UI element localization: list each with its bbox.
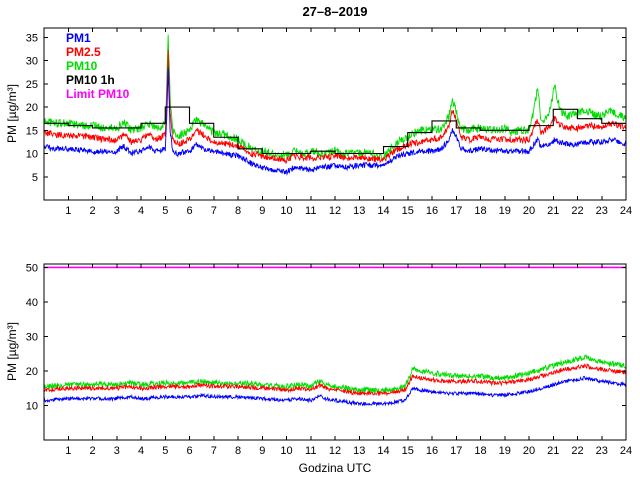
svg-text:3: 3 [114,445,120,457]
svg-text:9: 9 [259,205,265,217]
svg-text:4: 4 [138,445,144,457]
svg-text:30: 30 [26,331,38,343]
svg-text:15: 15 [402,205,414,217]
svg-text:35: 35 [26,32,38,44]
bottom-plot-ylabel: PM [µg/m³] [5,322,19,382]
svg-text:20: 20 [523,205,535,217]
svg-text:40: 40 [26,297,38,309]
legend-item-pm10: PM10 [66,59,98,73]
svg-text:22: 22 [571,445,583,457]
svg-text:17: 17 [450,445,462,457]
svg-text:30: 30 [26,56,38,68]
svg-text:20: 20 [26,366,38,378]
legend-item-pm10-1h: PM10 1h [66,73,115,87]
svg-text:23: 23 [596,205,608,217]
svg-text:25: 25 [26,79,38,91]
svg-text:16: 16 [426,445,438,457]
svg-text:4: 4 [138,205,144,217]
svg-text:15: 15 [26,125,38,137]
svg-text:24: 24 [620,205,632,217]
svg-text:23: 23 [596,445,608,457]
svg-text:6: 6 [186,445,192,457]
chart-title: 27–8–2019 [302,4,368,19]
svg-text:10: 10 [26,149,38,161]
svg-text:20: 20 [26,102,38,114]
svg-text:20: 20 [523,445,535,457]
svg-text:24: 24 [620,445,632,457]
svg-text:5: 5 [162,445,168,457]
x-axis-label: Godzina UTC [298,461,372,475]
svg-text:22: 22 [571,205,583,217]
svg-text:8: 8 [235,205,241,217]
svg-text:13: 13 [353,205,365,217]
svg-text:5: 5 [162,205,168,217]
svg-text:15: 15 [402,445,414,457]
svg-text:19: 19 [499,205,511,217]
svg-text:17: 17 [450,205,462,217]
svg-text:18: 18 [474,445,486,457]
svg-text:7: 7 [211,445,217,457]
svg-text:21: 21 [547,205,559,217]
legend-item-limit-pm10: Limit PM10 [66,87,130,101]
svg-text:14: 14 [377,445,389,457]
svg-text:10: 10 [280,205,292,217]
svg-text:5: 5 [32,172,38,184]
svg-text:3: 3 [114,205,120,217]
svg-text:18: 18 [474,205,486,217]
svg-text:12: 12 [329,205,341,217]
svg-text:11: 11 [305,205,316,217]
svg-text:8: 8 [235,445,241,457]
svg-text:2: 2 [89,205,95,217]
top-plot-ylabel: PM [µg/m³] [5,84,19,144]
svg-text:1: 1 [65,445,71,457]
svg-text:9: 9 [259,445,265,457]
legend-item-pm2-5: PM2.5 [66,45,101,59]
svg-text:13: 13 [353,445,365,457]
svg-text:12: 12 [329,445,341,457]
svg-text:7: 7 [211,205,217,217]
svg-text:14: 14 [377,205,389,217]
svg-text:6: 6 [186,205,192,217]
svg-text:2: 2 [89,445,95,457]
svg-text:10: 10 [26,400,38,412]
svg-text:10: 10 [280,445,292,457]
svg-text:16: 16 [426,205,438,217]
svg-text:50: 50 [26,262,38,274]
legend: PM1 PM2.5 PM10 PM10 1h Limit PM10 [66,31,129,101]
svg-text:1: 1 [65,205,71,217]
svg-text:21: 21 [547,445,559,457]
legend-item-pm1: PM1 [66,31,91,45]
svg-text:19: 19 [499,445,511,457]
svg-text:11: 11 [305,445,316,457]
